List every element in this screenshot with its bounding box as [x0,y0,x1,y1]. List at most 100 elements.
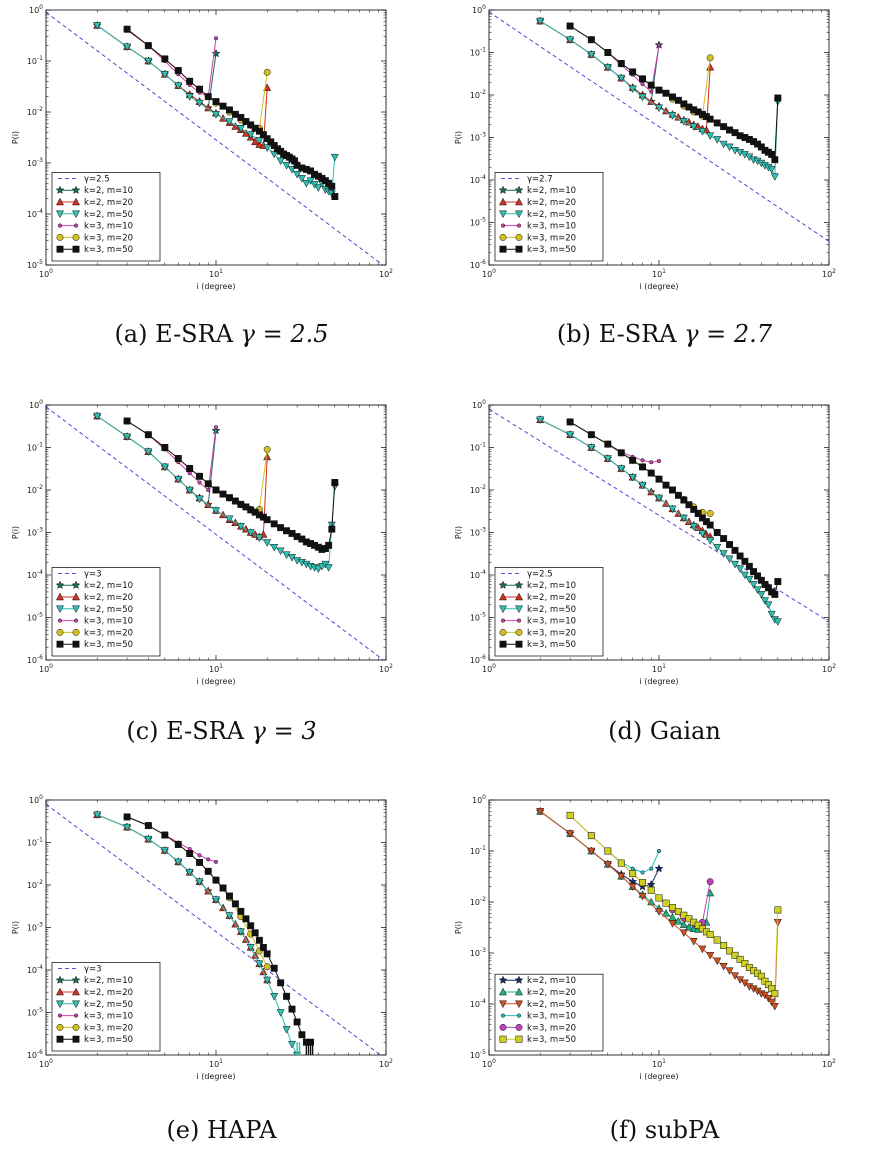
plot-layer [489,11,829,242]
legend: γ=3k=2, m=10k=2, m=20k=2, m=50k=3, m=10k… [51,962,161,1052]
x-tick-label: 101 [652,1058,666,1069]
data-point [757,591,766,599]
ticks [488,9,830,266]
x-axis-label: i (degree) [639,677,678,686]
subplot-caption: (a) E-SRA γ = 2.5 [0,320,443,348]
data-point [647,886,655,894]
legend-label: k=2, m=20 [527,198,576,208]
data-point [736,552,744,560]
data-point [242,915,250,923]
x-tick-label: 100 [39,663,53,674]
y-tick-label: 10-4 [470,174,486,185]
legend-marker [499,1035,507,1043]
x-axis-label: i (degree) [196,677,235,686]
plot-layer [46,406,385,660]
x-tick-label: 100 [39,1058,53,1069]
series-5 [566,22,782,164]
legend-marker [71,197,81,206]
data-point [231,900,239,908]
data-point [270,543,279,552]
data-point [640,82,645,87]
data-point [213,425,219,430]
legend-label: k=2, m=10 [527,581,576,591]
data-point [767,998,776,1007]
legend-label: k=3, m=50 [527,1035,576,1045]
data-point [236,523,245,531]
data-point [302,180,311,188]
legend-marker [72,1035,80,1043]
x-tick-label: 102 [379,268,393,279]
y-tick-label: 100 [29,399,43,410]
y-tick-label: 10-6 [470,654,486,665]
data-point [741,557,749,565]
data-point [263,539,272,547]
legend-label: γ=2.5 [527,569,553,579]
ticks [45,799,387,1056]
y-tick-label: 10-6 [470,259,486,270]
data-point [649,460,654,465]
data-point [161,55,169,63]
data-point [325,541,333,549]
data-point [255,936,263,944]
data-point [639,75,646,83]
y-tick-label: 100 [472,794,486,805]
data-point [211,111,221,119]
x-tick-label: 100 [482,268,496,279]
data-point [314,565,323,574]
legend: γ=2.5 k=2, m=10 k=2, m=20 k=2, m=50 k=3, m=1… [51,172,161,262]
legend-label: γ=2.7 [527,174,553,184]
data-point [236,125,245,133]
data-point [689,937,698,946]
data-point [206,487,211,493]
legend-marker [72,245,80,253]
y-tick-label: 10-2 [27,106,43,117]
legend-marker [55,605,65,614]
y-tick-label: 10-3 [470,132,486,143]
legend-label: k=2, m=50 [527,1000,576,1010]
legend-marker [515,245,523,253]
data-point [679,118,688,126]
data-point [628,473,637,482]
data-point [204,867,212,875]
legend-marker [71,210,81,219]
data-point [123,813,131,821]
data-point [720,123,728,131]
legend-marker [514,592,524,601]
legend-marker [498,605,508,614]
data-point [617,465,626,473]
legend-marker [499,1023,507,1031]
data-point [204,480,212,488]
y-tick-label: 10-3 [470,527,486,538]
data-point [706,132,715,141]
y-axis-label: P(i) [11,526,20,539]
data-point [684,922,693,931]
legend-label: k=2, m=10 [527,976,576,986]
data-point [674,916,683,925]
data-point [270,993,279,1001]
data-point [536,17,545,26]
data-point [197,853,202,858]
legend-marker [72,1023,80,1031]
subplot-esra-2-5: 100 101 102 10-5 10-4 10-3 10-2 10-1 100 i (degre… [0,0,443,385]
data-point [211,896,221,905]
data-point [770,173,779,181]
data-point [196,472,203,480]
legend-marker [514,185,524,194]
legend-marker [514,1000,524,1009]
legend-label: k=3, m=10 [527,1012,576,1022]
y-tick-label: 10-1 [27,442,43,453]
data-point [771,156,779,164]
data-point [263,950,271,958]
data-point [263,516,271,524]
data-point [196,85,203,93]
data-point [698,945,707,954]
legend-box [51,172,161,262]
data-point [161,444,169,451]
data-point [764,601,773,610]
data-point [647,81,655,89]
legend-label: k=3, m=10 [84,1012,133,1022]
data-point [123,25,131,33]
chart-svg: 100 101 102 10-6 10-5 10-4 10-3 10-2 10-1 100 i (d… [11,399,393,686]
legend-marker [72,628,80,636]
data-point [680,496,688,504]
